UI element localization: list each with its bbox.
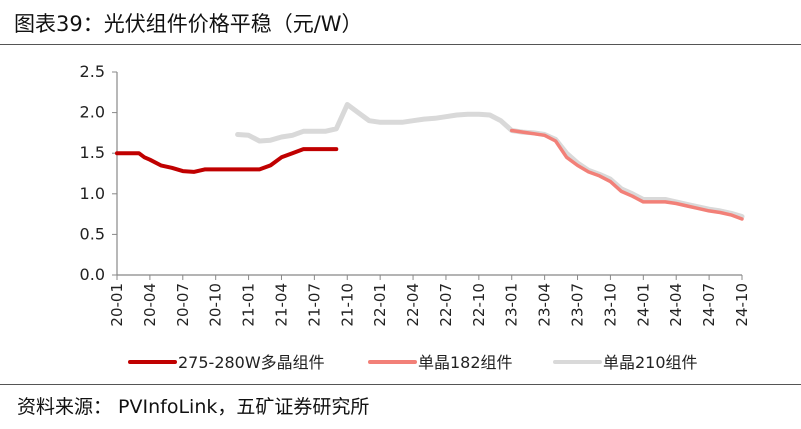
chart-axes: 0.0 0.5 1.0 1.5 2.0 2.5 20-01 20-04 20-07 20-10 21…: [80, 62, 751, 327]
series-layer: [115, 102, 745, 221]
x-tick-label: 24-01: [634, 283, 652, 327]
x-tick-label: 23-04: [536, 283, 554, 327]
x-tick-label: 24-10: [733, 283, 751, 327]
legend-label: 单晶182组件: [418, 353, 513, 372]
x-tick-label: 21-04: [272, 283, 290, 327]
x-tick-label: 24-04: [667, 283, 685, 327]
x-tick-label: 23-01: [503, 283, 521, 327]
y-tick-label: 1.0: [80, 184, 105, 203]
x-tick-label: 24-07: [700, 283, 718, 327]
source-note: 资料来源： PVInfoLink，五矿证券研究所: [17, 396, 370, 418]
x-tick-label: 22-01: [371, 283, 389, 327]
chart-legend: 275-280W多晶组件 单晶182组件 单晶210组件: [128, 353, 698, 372]
legend-label: 单晶210组件: [603, 353, 698, 372]
line-chart: 0.0 0.5 1.0 1.5 2.0 2.5 20-01 20-04 20-07 20-10 21…: [80, 62, 751, 372]
x-tick-label: 20-04: [141, 283, 159, 327]
x-tick-label: 20-07: [174, 283, 192, 327]
series-line: [235, 102, 745, 219]
legend-label: 275-280W多晶组件: [178, 353, 325, 372]
y-tick-label: 0.5: [80, 224, 105, 243]
y-tick-label: 2.5: [80, 62, 105, 81]
x-tick-label: 21-07: [305, 283, 323, 327]
y-tick-label: 0.0: [80, 265, 105, 284]
series-line: [115, 147, 339, 174]
x-tick-label: 22-10: [470, 283, 488, 327]
x-tick-label: 20-10: [207, 283, 225, 327]
chart-title: 图表39：光伏组件价格平稳（元/W）: [14, 12, 363, 36]
x-tick-label: 21-01: [240, 283, 258, 327]
x-tick-label: 23-07: [569, 283, 587, 327]
x-tick-label: 21-10: [338, 283, 356, 327]
y-tick-label: 2.0: [80, 103, 105, 122]
y-tick-label: 1.5: [80, 143, 105, 162]
x-tick-label: 22-04: [404, 283, 422, 327]
series-line: [509, 128, 744, 221]
x-tick-label: 22-07: [437, 283, 455, 327]
x-tick-label: 23-10: [601, 283, 619, 327]
source-divider: [0, 384, 801, 385]
x-tick-label: 20-01: [108, 283, 126, 327]
title-divider: [0, 44, 801, 45]
